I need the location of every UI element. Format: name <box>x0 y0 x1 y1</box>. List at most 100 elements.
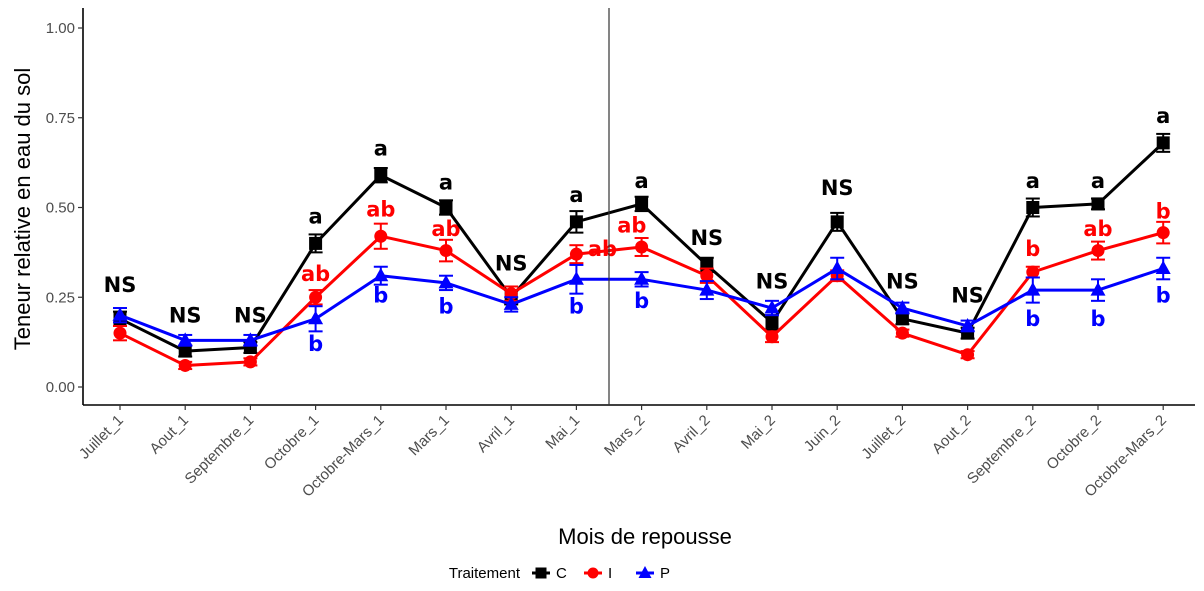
data-point <box>373 267 389 282</box>
data-point <box>243 355 257 369</box>
significance-label: NS <box>690 226 723 250</box>
data-point <box>178 344 192 358</box>
data-point <box>635 240 649 254</box>
significance-label: NS <box>234 303 267 327</box>
data-point <box>764 300 780 314</box>
data-point <box>569 247 583 261</box>
legend-key-marker <box>535 567 547 579</box>
legend-label: P <box>660 565 670 582</box>
significance-label: a <box>1091 169 1105 193</box>
data-point <box>895 326 909 340</box>
data-point <box>894 300 910 314</box>
x-tick-label: Aout_2 <box>929 412 975 458</box>
legend-key-marker <box>587 567 599 579</box>
series-P <box>112 256 1171 347</box>
data-point <box>765 315 779 329</box>
data-point <box>635 197 649 211</box>
significance-label: b <box>1156 199 1171 223</box>
significance-label: a <box>635 169 649 193</box>
y-tick-label: 0.25 <box>46 289 75 306</box>
x-tick-label: Aout_1 <box>146 412 192 458</box>
data-point <box>1026 201 1040 214</box>
y-tick-label: 0.50 <box>46 200 75 217</box>
significance-label: ab <box>1083 217 1112 241</box>
data-point <box>177 332 193 346</box>
x-tick-label: Mars_2 <box>601 412 648 459</box>
significance-label: ab <box>301 262 330 286</box>
data-point <box>438 274 454 289</box>
legend-label: I <box>608 565 612 582</box>
y-tick-label: 0.00 <box>46 379 75 396</box>
significance-label: ab <box>617 214 646 238</box>
legend-key-marker <box>638 566 652 578</box>
data-point <box>113 326 127 340</box>
significance-label: b <box>1156 284 1171 308</box>
significance-label: a <box>374 136 388 160</box>
x-tick-label: Juillet_2 <box>858 412 909 463</box>
data-point <box>700 269 714 283</box>
significance-label: b <box>569 294 584 318</box>
significance-label: NS <box>821 176 854 200</box>
data-point <box>1026 265 1040 279</box>
data-point <box>1156 226 1170 240</box>
data-point <box>699 282 715 296</box>
data-point <box>439 244 453 258</box>
x-tick-label: Juin_2 <box>801 412 844 455</box>
data-point <box>1090 282 1106 296</box>
data-point <box>829 260 845 275</box>
data-point <box>765 330 779 344</box>
y-axis-title: Teneur relative en eau du sol <box>10 68 35 351</box>
data-point <box>503 296 519 310</box>
data-point <box>961 348 975 362</box>
significance-label: a <box>309 205 323 229</box>
significance-label: a <box>569 183 583 207</box>
data-point <box>830 215 844 229</box>
significance-label: NS <box>886 269 919 293</box>
significance-label: NS <box>104 273 137 297</box>
series-group <box>112 132 1171 372</box>
significance-label: b <box>308 332 323 356</box>
x-tick-label: Septembre_2 <box>964 412 1040 488</box>
legend-title: Traitement <box>449 565 521 582</box>
data-point <box>112 307 128 321</box>
significance-label: a <box>1156 104 1170 128</box>
significance-label: NS <box>756 269 789 293</box>
significance-label: b <box>1025 307 1040 331</box>
significance-label: ab <box>366 197 395 221</box>
data-point <box>309 236 323 250</box>
significance-label: b <box>438 294 453 318</box>
data-point <box>1091 197 1105 211</box>
legend-label: C <box>556 565 567 582</box>
significance-label: b <box>373 284 388 308</box>
significance-label: a <box>1026 169 1040 193</box>
significance-label: a <box>439 171 453 195</box>
x-tick-label: Septembre_1 <box>182 412 258 488</box>
legend: Traitement C I P <box>449 565 670 582</box>
x-tick-label: Avril_2 <box>669 412 713 456</box>
data-point <box>374 168 388 182</box>
data-point <box>1156 136 1170 150</box>
data-point <box>178 358 192 372</box>
data-point <box>1091 244 1105 258</box>
data-point <box>374 229 388 243</box>
significance-label: NS <box>951 284 984 308</box>
significance-label: NS <box>169 303 202 327</box>
data-point <box>568 271 584 285</box>
y-tick-label: 1.00 <box>46 20 75 37</box>
data-point <box>309 290 323 304</box>
data-point <box>634 271 650 285</box>
x-axis-title: Mois de repousse <box>558 524 732 549</box>
significance-label: b <box>634 289 649 313</box>
x-tick-label: Octobre_2 <box>1043 412 1105 474</box>
data-point <box>1025 282 1041 296</box>
y-tick-label: 0.75 <box>46 110 75 127</box>
x-tick-label: Mars_1 <box>405 412 452 459</box>
x-tick-label: Mai_2 <box>738 412 779 453</box>
significance-label: NS <box>495 251 528 275</box>
x-tick-label: Octobre_1 <box>261 412 323 474</box>
significance-label: b <box>1090 307 1105 331</box>
x-tick-label: Mai_1 <box>542 412 583 453</box>
